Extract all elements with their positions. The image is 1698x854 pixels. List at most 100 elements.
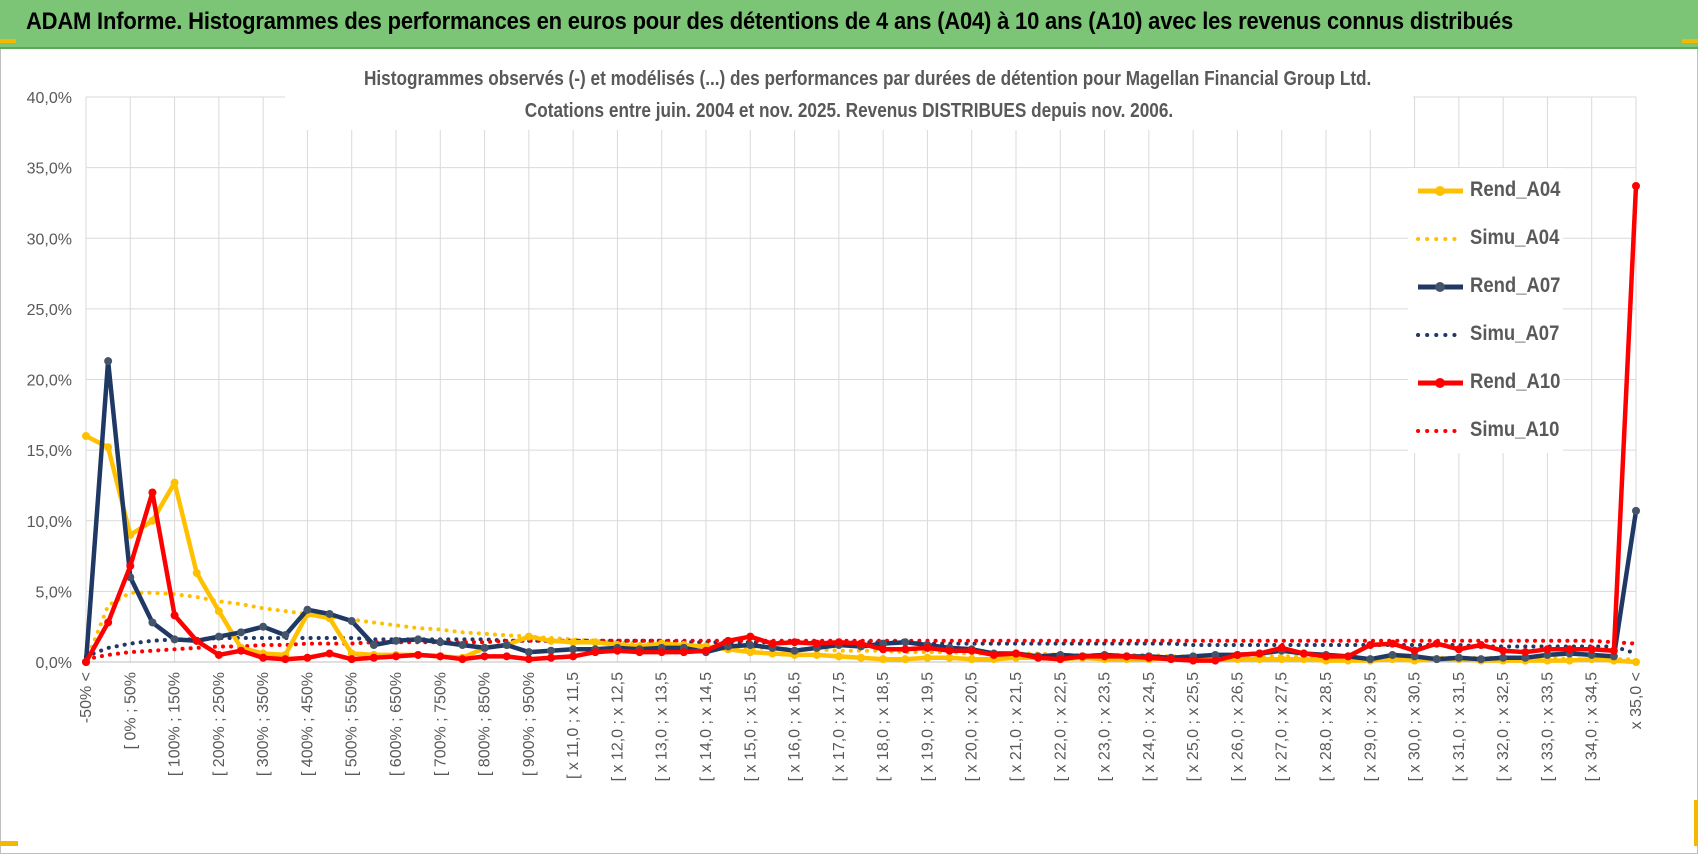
data-point-rend-a10 (901, 645, 910, 654)
x-tick-label: [ x 25,0 ; x 25,5 (1185, 672, 1202, 782)
series-line-rend-a10 (83, 183, 1639, 665)
data-point-rend-a04 (1299, 655, 1308, 664)
data-point-rend-a10 (524, 655, 533, 664)
corner-mark-top-left (0, 39, 16, 43)
data-point-rend-a10 (746, 632, 755, 641)
data-point-rend-a07 (524, 648, 533, 657)
data-point-rend-a07 (1410, 652, 1419, 661)
y-tick-label: 0,0% (36, 655, 72, 672)
legend-item-simu-a04: Simu_A04 (1408, 224, 1563, 254)
data-point-rend-a10 (347, 655, 356, 664)
data-point-rend-a07 (1499, 653, 1508, 662)
data-point-rend-a10 (458, 655, 467, 664)
data-point-rend-a04 (967, 655, 976, 664)
x-tick-label: [ x 31,0 ; x 31,5 (1451, 672, 1468, 782)
legend-label: Simu_A04 (1470, 226, 1560, 249)
x-tick-label: [ 700% ; 750% (432, 672, 449, 776)
data-point-rend-a07 (259, 622, 268, 631)
y-tick-label: 25,0% (27, 302, 72, 319)
data-point-rend-a07 (436, 638, 445, 647)
x-tick-label: [ 800% ; 850% (477, 672, 494, 776)
data-point-rend-a10 (259, 653, 268, 662)
data-point-rend-a10 (1211, 656, 1220, 665)
data-point-rend-a07 (547, 646, 555, 655)
x-tick-label: [ x 18,0 ; x 18,5 (875, 672, 892, 782)
data-point-rend-a04 (879, 655, 888, 664)
data-point-rend-a10 (812, 639, 821, 648)
y-axis-ticks: 0,0% 5,0% 10,0% 15,0% 20,0% 25,0% 30,0% 35,0% 40… (27, 90, 72, 672)
data-point-rend-a10 (1543, 645, 1552, 654)
data-point-rend-a10 (1609, 646, 1618, 655)
chart-title-box: Histogrammes observés (-) et modélisés (… (285, 66, 1413, 130)
data-point-rend-a10 (1521, 648, 1530, 657)
data-point-rend-a07 (325, 609, 334, 618)
data-point-rend-a10 (1410, 646, 1419, 655)
data-point-rend-a07 (303, 605, 312, 614)
data-point-rend-a07 (148, 618, 157, 627)
report-title: ADAM Informe. Histogrammes des performan… (26, 8, 1513, 35)
chart-title-line-2: Cotations entre juin. 2004 et nov. 2025.… (524, 100, 1174, 122)
data-point-rend-a04 (591, 638, 600, 647)
x-tick-label: [ x 14,0 ; x 14,5 (698, 672, 715, 782)
data-point-rend-a10 (657, 648, 666, 657)
data-point-rend-a07 (569, 645, 578, 654)
data-point-rend-a07 (1454, 653, 1463, 662)
data-point-rend-a07 (1543, 650, 1552, 659)
data-point-rend-a10 (702, 646, 710, 655)
data-point-rend-a10 (1012, 649, 1020, 658)
data-point-rend-a07 (281, 631, 290, 640)
data-point-rend-a10 (834, 638, 843, 647)
y-tick-label: 5,0% (36, 584, 72, 601)
data-point-rend-a10 (857, 639, 865, 648)
y-tick-label: 10,0% (27, 514, 72, 531)
data-point-rend-a07 (214, 632, 223, 641)
data-point-rend-a04 (746, 648, 755, 657)
x-tick-label: [ 900% ; 950% (521, 672, 538, 776)
data-point-rend-a10 (591, 648, 600, 657)
data-point-rend-a07 (1388, 650, 1397, 659)
data-point-rend-a10 (1499, 646, 1508, 655)
data-point-rend-a04 (1543, 656, 1552, 665)
data-point-rend-a10 (1277, 643, 1286, 652)
data-point-rend-a10 (1632, 181, 1640, 190)
legend-swatch-simu-a10 (1416, 429, 1465, 433)
x-tick-label: [ x 19,0 ; x 19,5 (919, 672, 936, 782)
x-tick-label: [ x 29,0 ; x 29,5 (1362, 672, 1379, 782)
data-point-rend-a10 (1034, 653, 1043, 662)
data-point-rend-a07 (1211, 650, 1220, 659)
data-point-rend-a07 (1609, 652, 1618, 661)
data-point-rend-a10 (325, 649, 334, 658)
y-tick-label: 20,0% (27, 373, 72, 390)
data-point-rend-a07 (1521, 653, 1530, 662)
data-point-rend-a10 (480, 652, 489, 661)
data-point-rend-a04 (945, 653, 954, 662)
data-point-rend-a07 (347, 617, 356, 626)
data-point-rend-a07 (879, 639, 888, 648)
data-point-rend-a04 (547, 636, 555, 645)
x-tick-label: [ x 13,0 ; x 13,5 (654, 672, 671, 782)
x-tick-label: [ x 17,0 ; x 17,5 (831, 672, 848, 782)
data-point-rend-a10 (1322, 652, 1330, 661)
x-tick-label: [ 500% ; 550% (344, 672, 361, 776)
x-tick-label: [ x 32,0 ; x 32,5 (1495, 672, 1512, 782)
x-tick-label: [ x 22,0 ; x 22,5 (1052, 672, 1069, 782)
y-tick-label: 40,0% (27, 90, 72, 107)
data-point-rend-a10 (502, 652, 511, 661)
data-point-rend-a10 (237, 646, 245, 655)
data-point-rend-a10 (547, 653, 555, 662)
data-point-rend-a04 (1255, 655, 1264, 664)
data-point-rend-a10 (1233, 650, 1242, 659)
x-tick-label: [ 0% ; 50% (122, 672, 139, 749)
data-point-rend-a10 (1565, 645, 1574, 654)
data-point-rend-a10 (1100, 652, 1109, 661)
x-tick-label: x 35,0 < (1628, 672, 1645, 729)
data-point-rend-a07 (746, 641, 755, 650)
corner-mark-bottom-left (0, 841, 18, 846)
y-tick-label: 30,0% (27, 231, 72, 248)
gridlines (85, 96, 1637, 663)
x-tick-label: [ x 34,0 ; x 34,5 (1584, 672, 1601, 782)
x-tick-label: [ 200% ; 250% (211, 672, 228, 776)
x-tick-label: [ x 24,0 ; x 24,5 (1141, 672, 1158, 782)
data-point-rend-a10 (82, 658, 90, 666)
data-point-rend-a04 (1565, 656, 1574, 665)
